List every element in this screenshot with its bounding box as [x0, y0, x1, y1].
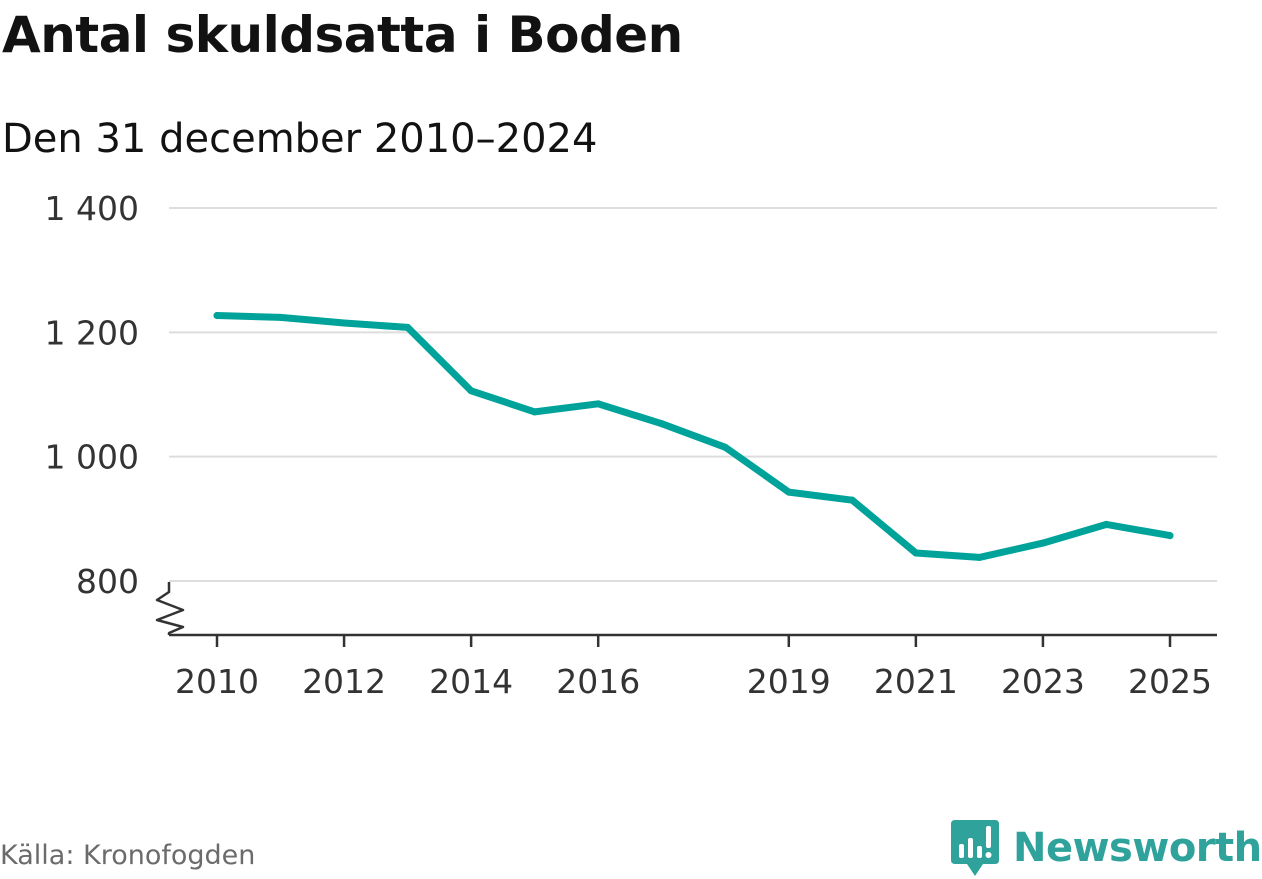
- series: [213, 312, 1174, 561]
- x-axis-ticks: 2010 2012 2014 2016 2019 2021 2023 2025: [175, 635, 1212, 701]
- data-point: [721, 443, 729, 451]
- x-tick-label: 2012: [302, 662, 386, 701]
- y-axis-ticks: 800 1 000 1 200 1 400: [45, 189, 139, 601]
- x-tick-label: 2023: [1001, 662, 1085, 701]
- series-line-0: [213, 312, 1174, 561]
- x-tick-label: 2016: [556, 662, 640, 701]
- y-tick-label: 1 000: [45, 438, 139, 477]
- data-point: [658, 420, 666, 428]
- x-tick-label: 2014: [429, 662, 513, 701]
- data-point: [1102, 520, 1110, 528]
- source-note: Källa: Kronofogden: [0, 840, 256, 871]
- data-point: [848, 496, 856, 504]
- data-point: [785, 488, 793, 496]
- y-tick-label: 800: [76, 562, 139, 601]
- brand-name: Newsworthy: [1013, 825, 1262, 871]
- data-point: [1039, 539, 1047, 547]
- gridlines: [169, 207, 1217, 582]
- data-point: [594, 400, 602, 408]
- data-point: [340, 319, 348, 327]
- newsworthy-logo: Newsworthy: [951, 818, 1262, 878]
- data-point: [1166, 532, 1174, 540]
- data-point: [404, 323, 412, 331]
- data-point: [912, 549, 920, 557]
- x-tick-label: 2019: [747, 662, 831, 701]
- x-axis: [155, 582, 1217, 637]
- data-point: [531, 408, 539, 416]
- data-point: [213, 312, 221, 320]
- newsworthy-logo-icon: [951, 820, 999, 876]
- data-point: [467, 387, 475, 395]
- x-tick-label: 2010: [175, 662, 259, 701]
- y-tick-label: 1 200: [45, 313, 139, 352]
- data-point: [277, 313, 285, 321]
- x-tick-label: 2025: [1128, 662, 1212, 701]
- chart-title: Antal skuldsatta i Boden: [2, 6, 683, 64]
- axis-break-icon: [155, 582, 185, 635]
- chart-subtitle: Den 31 december 2010–2024: [2, 116, 598, 162]
- data-point: [975, 553, 983, 561]
- x-tick-label: 2021: [874, 662, 958, 701]
- y-tick-label: 1 400: [45, 189, 139, 228]
